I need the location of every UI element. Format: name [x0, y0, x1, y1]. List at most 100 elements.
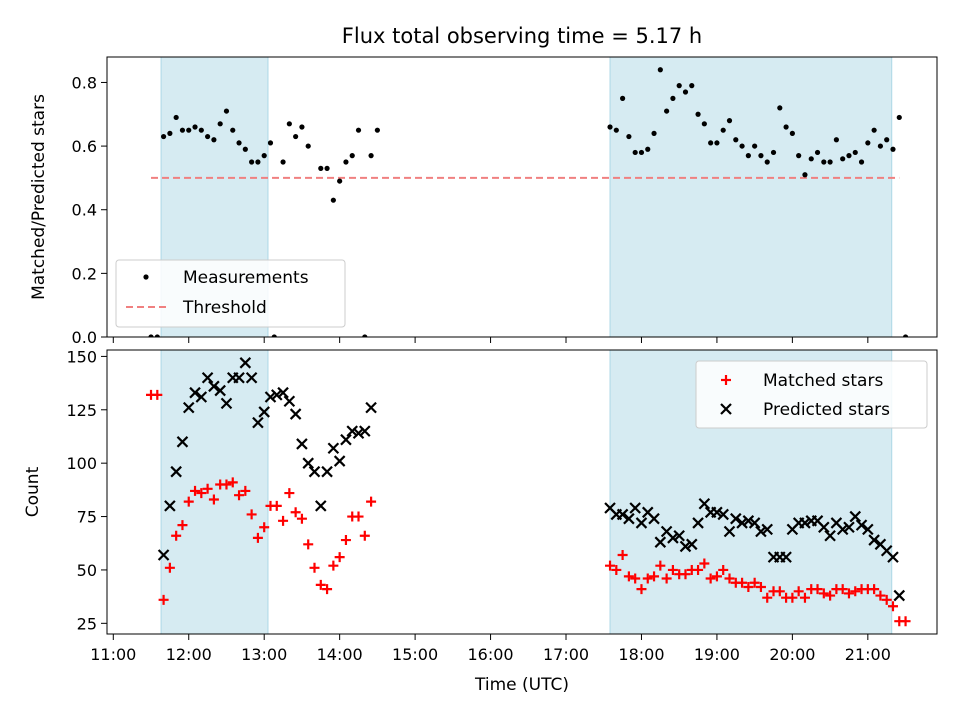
predicted-stars-point	[220, 397, 233, 410]
measurement-point	[223, 108, 230, 114]
measurement-point	[148, 334, 154, 337]
predicted-stars-point	[893, 589, 906, 602]
matched-stars-point	[655, 560, 666, 571]
matched-stars-point	[246, 509, 257, 520]
predicted-stars-point	[755, 525, 767, 538]
predicted-stars-point	[648, 512, 660, 525]
predicted-stars-point	[623, 512, 635, 525]
predicted-stars-point	[748, 517, 761, 529]
predicted-stars-point	[258, 406, 270, 418]
measurement-point	[173, 114, 179, 121]
measurement-point	[739, 143, 745, 149]
measurement-point	[783, 124, 789, 130]
predicted-stars-point	[352, 427, 365, 440]
y-tick-label: 75	[77, 508, 97, 527]
predicted-stars-point	[195, 391, 208, 403]
x-tick-label: 12:00	[166, 645, 212, 664]
matched-stars-point	[718, 564, 729, 575]
predicted-stars-point	[321, 465, 333, 478]
predicted-stars-point	[315, 500, 327, 512]
matched-stars-point	[359, 530, 370, 541]
matched-stars-point	[724, 573, 735, 584]
measurement-point	[902, 334, 909, 337]
top-panel: 0.00.20.40.60.8 Matched/Predicted stars …	[29, 56, 938, 347]
measurement-point	[752, 143, 758, 149]
measurement-point	[764, 159, 770, 165]
predicted-stars-point	[723, 525, 736, 538]
measurement-point	[349, 153, 355, 159]
matched-stars-point	[699, 558, 710, 569]
top-y-axis-label: Matched/Predicted stars	[29, 94, 49, 300]
matched-stars-point	[296, 513, 307, 524]
matched-stars-point	[221, 479, 232, 490]
matched-stars-point	[881, 594, 892, 605]
measurement-point	[827, 159, 833, 165]
matched-stars-point	[636, 584, 647, 595]
matched-stars-point	[227, 477, 238, 488]
measurement-point	[758, 153, 764, 159]
y-tick-label: 0.6	[72, 137, 97, 156]
matched-stars-point	[818, 588, 829, 599]
matched-stars-point	[278, 515, 289, 526]
x-tick-label: 13:00	[241, 645, 287, 664]
matched-stars-point	[196, 488, 207, 499]
measurement-point	[745, 153, 751, 159]
predicted-stars-point	[711, 506, 723, 519]
predicted-stars-point	[333, 455, 346, 467]
predicted-stars-point	[170, 465, 182, 478]
y-tick-label: 150	[66, 347, 97, 366]
matched-stars-point	[774, 586, 785, 597]
top-legend: Measurements Threshold	[115, 259, 346, 328]
measurement-point	[613, 127, 619, 133]
matched-stars-point	[623, 571, 634, 582]
predicted-stars-point	[799, 517, 811, 529]
matched-stars-point	[353, 511, 364, 522]
matched-stars-point	[164, 562, 175, 573]
predicted-stars-point	[685, 538, 698, 551]
measurement-point	[330, 197, 336, 203]
predicted-stars-point	[176, 436, 189, 448]
matched-stars-point	[667, 564, 678, 575]
predicted-stars-point	[308, 465, 321, 478]
measurement-point	[620, 95, 626, 101]
measurement-point	[638, 149, 645, 156]
matched-stars-point	[177, 520, 188, 531]
predicted-stars-point	[182, 401, 195, 414]
matched-stars-point	[322, 584, 333, 595]
measurement-point	[802, 172, 808, 178]
measurement-point	[682, 89, 689, 95]
matched-stars-point	[208, 494, 219, 505]
matched-stars-point	[900, 616, 911, 627]
legend-threshold-label: Threshold	[182, 298, 267, 318]
predicted-stars-point	[270, 389, 283, 401]
predicted-stars-point	[283, 395, 296, 408]
measurement-point	[789, 130, 795, 136]
measurement-point	[355, 127, 362, 133]
x-tick-label: 14:00	[317, 645, 363, 664]
y-tick-label: 100	[66, 454, 97, 473]
predicted-stars-point	[289, 408, 302, 420]
matched-stars-point	[158, 594, 169, 605]
measurement-point	[186, 127, 192, 133]
measurement-point	[286, 121, 292, 127]
top-x-ticks	[112, 337, 869, 343]
measurement-point	[343, 159, 349, 165]
predicted-stars-point	[233, 371, 245, 384]
matched-stars-point	[611, 564, 622, 575]
measurement-point	[651, 130, 657, 136]
y-tick-label: 0.8	[72, 73, 97, 92]
measurement-point	[821, 159, 827, 165]
measurement-point	[374, 127, 380, 133]
matched-stars-point	[183, 496, 194, 507]
measurement-point	[871, 127, 877, 133]
predicted-stars-point	[887, 551, 899, 563]
legend-measurements-swatch	[143, 274, 149, 280]
top-measurement-points	[148, 67, 909, 337]
top-y-ticks: 0.0 0.2 0.4 0.6 0.8	[72, 73, 107, 347]
predicted-stars-point	[201, 371, 214, 384]
matched-stars-point	[711, 571, 722, 582]
predicted-stars-point	[654, 536, 667, 548]
measurement-point	[192, 124, 198, 130]
matched-stars-point	[642, 573, 653, 584]
matched-stars-point	[649, 571, 660, 582]
